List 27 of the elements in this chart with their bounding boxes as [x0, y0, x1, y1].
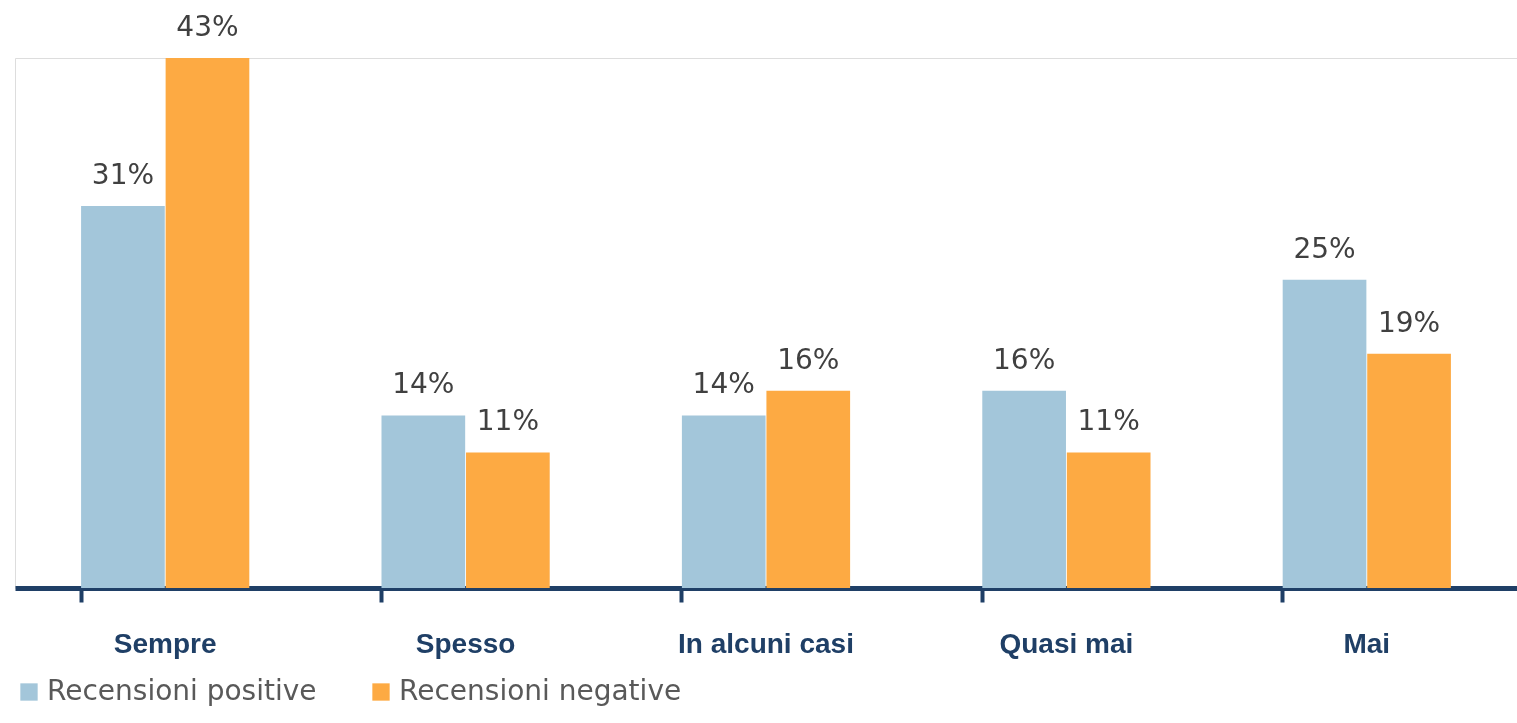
data-label: 43% — [176, 10, 239, 43]
bar — [1066, 452, 1151, 588]
legend-label: Recensioni negative — [399, 674, 682, 707]
bar — [982, 390, 1066, 588]
data-label: 16% — [993, 342, 1056, 376]
data-label: 19% — [1377, 305, 1441, 339]
bar — [165, 58, 250, 588]
bar — [1367, 353, 1451, 588]
data-label: 14% — [392, 367, 455, 401]
data-label: 14% — [692, 367, 755, 401]
x-tick-label: Spesso — [415, 627, 516, 659]
data-label: 31% — [91, 157, 155, 191]
bar — [81, 205, 165, 588]
data-label: 16% — [777, 342, 840, 376]
data-label: 11% — [1077, 404, 1140, 438]
x-tick-label: In alcuni casi — [678, 627, 854, 659]
bar — [1282, 279, 1367, 588]
x-tick-label: Mai — [1343, 627, 1391, 659]
x-tick-label: Quasi mai — [999, 627, 1134, 659]
bar — [381, 415, 466, 588]
bar — [466, 452, 550, 588]
data-label: 25% — [1293, 231, 1356, 265]
x-tick-label: Sempre — [113, 627, 217, 659]
bar — [766, 390, 851, 588]
legend-label: Recensioni positive — [47, 674, 317, 707]
bar — [681, 415, 766, 588]
data-label: 11% — [476, 404, 539, 438]
